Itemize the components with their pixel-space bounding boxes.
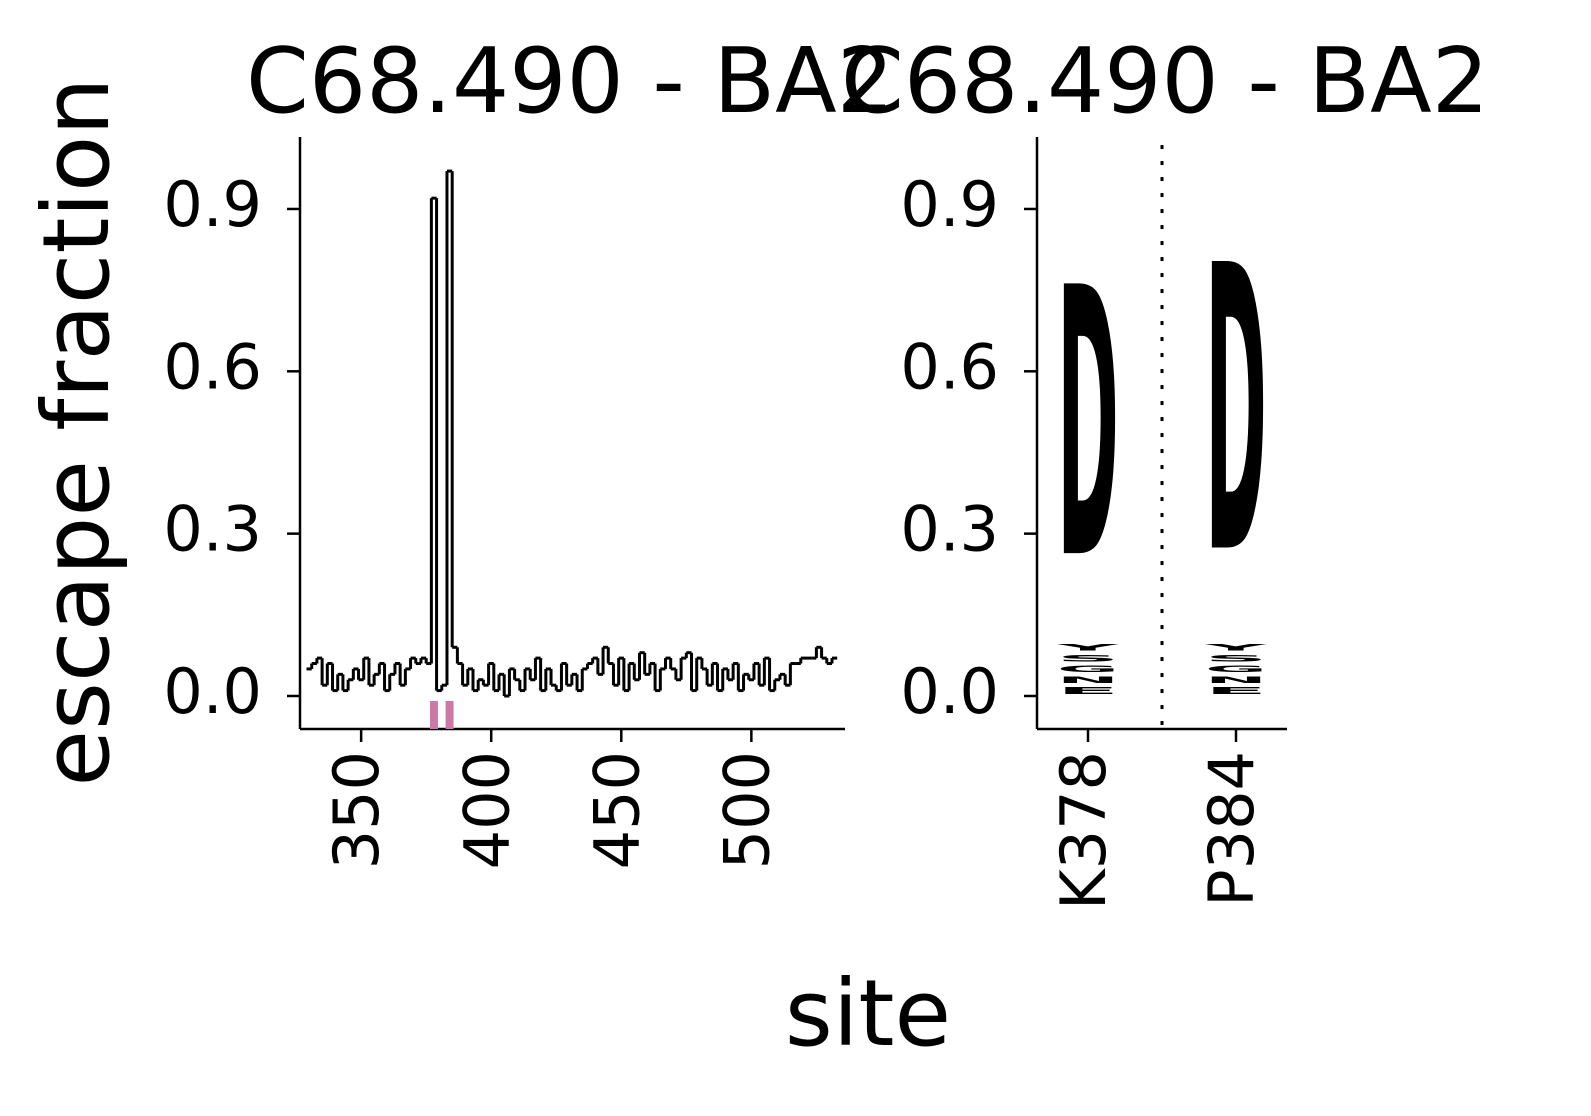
x-tick-label: 350 <box>320 751 393 869</box>
logo-letter: G <box>1057 664 1119 675</box>
x-axis-label: site <box>785 960 951 1067</box>
logo-letter: D <box>1057 209 1119 640</box>
chart-title: C68.490 - BA2 <box>246 29 894 134</box>
y-tick-label: 0.0 <box>163 655 262 728</box>
x-tick-label: 450 <box>580 751 653 869</box>
logo-letter: D <box>1205 182 1267 640</box>
y-tick-label: 0.0 <box>900 655 999 728</box>
y-tick-label: 0.3 <box>163 493 262 566</box>
x-tick-label: 400 <box>450 751 523 869</box>
x-tick-label: K378 <box>1047 751 1120 910</box>
highlight-site <box>429 701 438 729</box>
y-tick-label: 0.6 <box>163 330 262 403</box>
y-axis-label: escape fraction <box>23 77 130 786</box>
logo-letter: E <box>1057 685 1119 696</box>
logo-letter: N <box>1205 675 1267 686</box>
logo-letter: E <box>1205 685 1267 696</box>
y-tick-label: 0.3 <box>900 493 999 566</box>
logo-letter: N <box>1057 675 1119 686</box>
x-tick-label: 500 <box>710 751 783 869</box>
y-tick-label: 0.9 <box>163 168 262 241</box>
logo-letter: G <box>1205 664 1267 675</box>
chart-title: C68.490 - BA2 <box>841 29 1489 134</box>
highlight-site <box>445 701 454 729</box>
y-tick-label: 0.9 <box>900 168 999 241</box>
logo-letter: S <box>1057 653 1119 664</box>
logo-letter: S <box>1205 653 1267 664</box>
x-tick-label: P384 <box>1195 751 1268 907</box>
y-tick-label: 0.6 <box>900 330 999 403</box>
logo-letter: Y <box>1204 642 1267 653</box>
logo-letter: Y <box>1056 642 1119 653</box>
